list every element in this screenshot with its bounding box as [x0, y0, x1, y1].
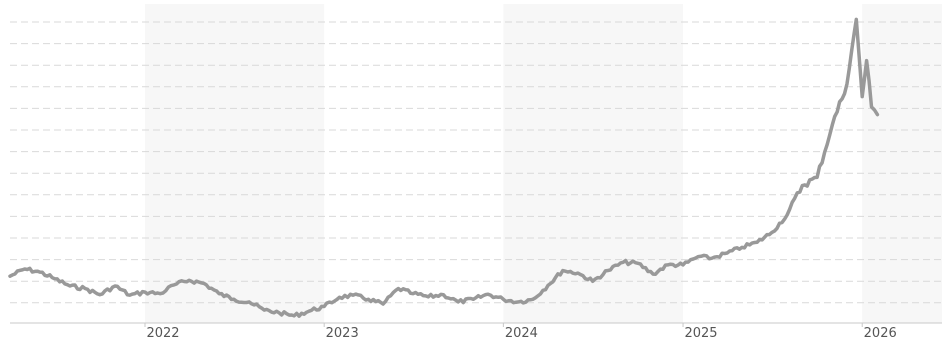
x-tick-label: 2022 — [146, 326, 179, 341]
x-tick-label: 2026 — [864, 326, 897, 341]
gridlines — [10, 21, 942, 304]
x-tick-label: 2025 — [684, 326, 717, 341]
x-tick-label: 2023 — [326, 326, 359, 341]
year-bands — [145, 4, 942, 323]
year-band-2024 — [503, 4, 684, 323]
series-line — [8, 17, 880, 318]
year-band-2022 — [145, 4, 325, 323]
x-axis-ticks: 2022 2023 2024 2025 2026 — [144, 323, 897, 341]
x-tick-label: 2024 — [505, 326, 538, 341]
year-band-2026 — [862, 4, 942, 323]
